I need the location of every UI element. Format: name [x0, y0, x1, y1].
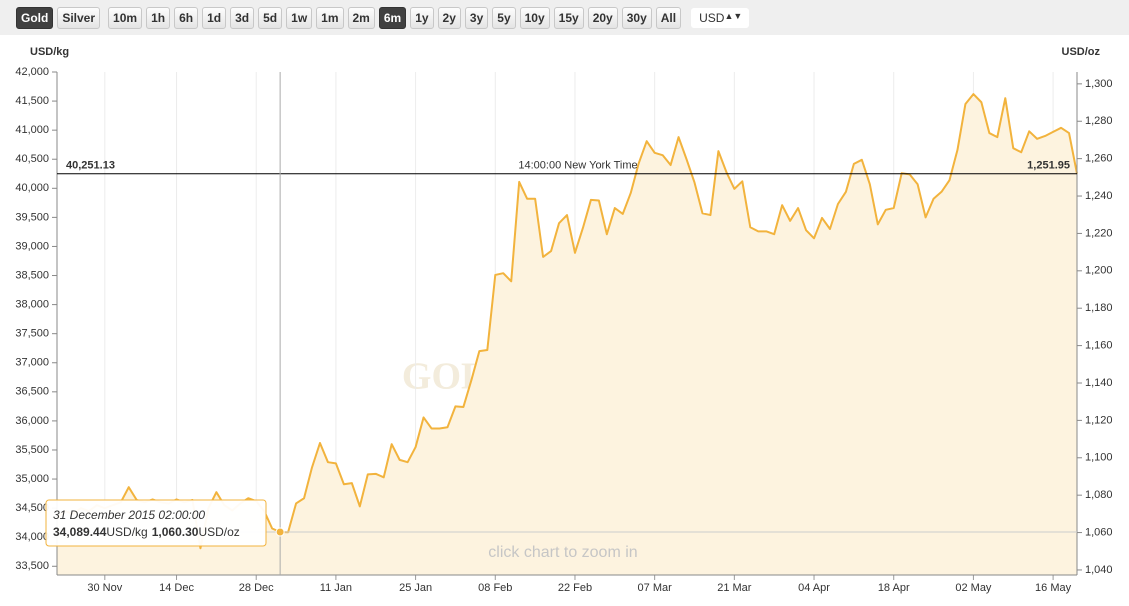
toolbar-button[interactable]: 1h: [146, 6, 171, 29]
currency-label: USD: [699, 10, 725, 25]
y-tick-label: 41,500: [15, 95, 49, 107]
toolbar-button[interactable]: 2m: [347, 6, 375, 29]
tooltip-oz: 1,060.30: [152, 525, 199, 539]
x-tick-label: 14 Dec: [159, 582, 194, 594]
toolbar-button[interactable]: 1m: [316, 6, 344, 29]
tooltip-kg: 34,089.44: [53, 525, 107, 539]
y2-tick-label: 1,220: [1085, 227, 1113, 239]
y2-tick-label: 1,120: [1085, 414, 1113, 426]
y-tick-label: 41,000: [15, 124, 49, 136]
toolbar-button[interactable]: 1y: [410, 6, 434, 29]
y2-tick-label: 1,080: [1085, 489, 1113, 501]
toolbar-button[interactable]: 6h: [174, 6, 199, 29]
metal-buttons: Gold Silver: [16, 6, 101, 29]
y-tick-label: 36,000: [15, 415, 49, 427]
toolbar-button[interactable]: 30y: [621, 6, 652, 29]
toolbar-button[interactable]: 3y: [464, 6, 489, 29]
area: [57, 94, 1077, 575]
y2-tick-label: 1,040: [1085, 564, 1113, 576]
x-tick-label: 18 Apr: [878, 582, 910, 594]
y-tick-label: 35,000: [15, 473, 49, 485]
tooltip-values: 34,089.44USD/kg 1,060.30USD/oz: [53, 525, 240, 539]
y2-tick-label: 1,160: [1085, 340, 1113, 352]
y-tick-label: 34,500: [15, 502, 49, 514]
reference-time: 14:00:00 New York Time: [518, 160, 637, 172]
x-tick-label: 16 May: [1035, 582, 1072, 594]
toolbar: Gold Silver 10m 1h 6h 1d 3d 5d 1w 1m 2m 6m 1y 2y 3y 5y…: [0, 0, 1129, 35]
y-tick-label: 37,500: [15, 328, 49, 340]
toolbar-button[interactable]: Gold: [16, 6, 54, 29]
tooltip-date: 31 December 2015 02:00:00: [53, 508, 205, 522]
currency-select[interactable]: USD ▲▼: [691, 7, 750, 28]
tooltip-oz-unit: USD/oz: [198, 525, 239, 539]
tooltip-kg-unit: USD/kg: [106, 525, 147, 539]
x-tick-label: 21 Mar: [717, 582, 752, 594]
x-tick-label: 25 Jan: [399, 582, 432, 594]
y-axis-title: USD/kg: [30, 46, 69, 58]
y2-tick-label: 1,240: [1085, 190, 1113, 202]
toolbar-button[interactable]: 6m: [378, 6, 407, 29]
x-tick-label: 02 May: [955, 582, 992, 594]
tooltip-box: [45, 499, 267, 547]
y-tick-label: 37,000: [15, 357, 49, 369]
range-buttons: 10m 1h 6h 1d 3d 5d 1w 1m 2m 6m 1y 2y 3y 5y 10y 15y 20y 30…: [108, 6, 682, 29]
y-tick-label: 40,500: [15, 153, 49, 165]
tooltip: 31 December 2015 02:00:00 34,089.44USD/kg…: [45, 499, 267, 547]
reference-kg-label: 40,251.13: [66, 160, 115, 172]
reference-oz-label: 1,251.95: [1027, 160, 1070, 172]
y-tick-label: 33,500: [15, 560, 49, 572]
toolbar-button[interactable]: 1d: [202, 6, 227, 29]
y2-axis-title: USD/oz: [1062, 46, 1101, 58]
y2-tick-label: 1,060: [1085, 526, 1113, 538]
y2-tick-label: 1,280: [1085, 115, 1113, 127]
hover-marker: [275, 527, 285, 537]
toolbar-button[interactable]: All: [655, 6, 682, 29]
toolbar-button[interactable]: Silver: [57, 6, 101, 29]
y2-tick-label: 1,100: [1085, 452, 1113, 464]
y2-tick-label: 1,140: [1085, 377, 1113, 389]
y-tick-label: 42,000: [15, 66, 49, 78]
toolbar-button[interactable]: 20y: [587, 6, 618, 29]
x-tick-label: 08 Feb: [478, 582, 512, 594]
toolbar-button[interactable]: 10y: [519, 6, 550, 29]
x-tick-label: 04 Apr: [798, 582, 830, 594]
y2-tick-label: 1,180: [1085, 302, 1113, 314]
y2-tick-label: 1,260: [1085, 153, 1113, 165]
toolbar-button[interactable]: 3d: [230, 6, 255, 29]
y-tick-label: 34,000: [15, 531, 49, 543]
x-tick-label: 28 Dec: [239, 582, 274, 594]
toolbar-button[interactable]: 2y: [437, 6, 461, 29]
toolbar-button[interactable]: 5y: [492, 6, 516, 29]
y-tick-label: 39,500: [15, 211, 49, 223]
zoom-hint: click chart to zoom in: [488, 544, 637, 561]
y-tick-label: 36,500: [15, 386, 49, 398]
y-tick-label: 39,000: [15, 240, 49, 252]
y2-tick-label: 1,200: [1085, 265, 1113, 277]
y-tick-label: 38,000: [15, 299, 49, 311]
toolbar-button[interactable]: 1w: [286, 6, 313, 29]
toolbar-button[interactable]: 10m: [108, 6, 143, 29]
select-arrow: ▲▼: [724, 10, 743, 21]
y-tick-label: 38,500: [15, 269, 49, 281]
y-tick-label: 35,500: [15, 444, 49, 456]
x-tick-label: 07 Mar: [638, 582, 673, 594]
toolbar-button[interactable]: 15y: [553, 6, 584, 29]
x-tick-label: 11 Jan: [320, 582, 352, 594]
x-tick-label: 22 Feb: [558, 582, 592, 594]
y2-tick-label: 1,300: [1085, 78, 1113, 90]
toolbar-button[interactable]: 5d: [258, 6, 283, 29]
x-tick-label: 30 Nov: [87, 582, 122, 594]
y-tick-label: 40,000: [15, 182, 49, 194]
